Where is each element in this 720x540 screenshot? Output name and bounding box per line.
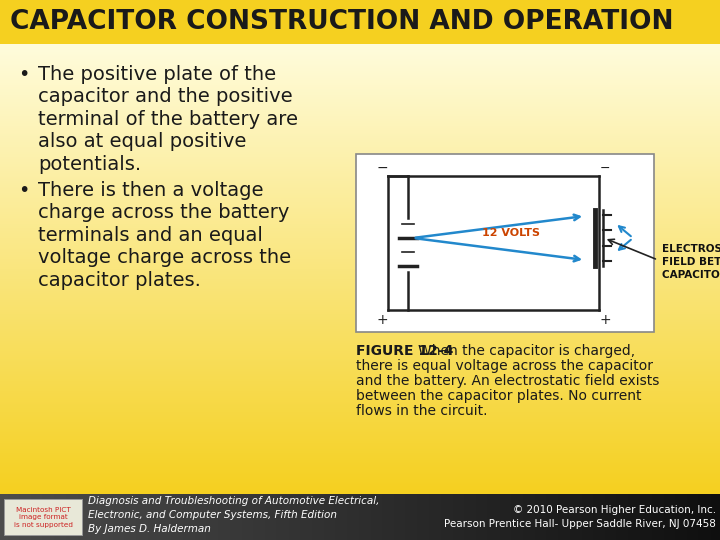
Text: Diagnosis and Troubleshooting of Automotive Electrical,
Electronic, and Computer: Diagnosis and Troubleshooting of Automot… bbox=[88, 496, 379, 534]
Text: terminals and an equal: terminals and an equal bbox=[38, 226, 263, 245]
Text: terminal of the battery are: terminal of the battery are bbox=[38, 110, 298, 129]
Text: charge across the battery: charge across the battery bbox=[38, 204, 289, 222]
Bar bbox=[0, 0, 720, 44]
Text: potentials.: potentials. bbox=[38, 154, 141, 173]
Text: there is equal voltage across the capacitor: there is equal voltage across the capaci… bbox=[356, 359, 653, 373]
Bar bbox=[356, 154, 654, 332]
Text: ELECTROSTATIC
FIELD BETWEEN
CAPACITOR PLATES: ELECTROSTATIC FIELD BETWEEN CAPACITOR PL… bbox=[662, 244, 720, 280]
Bar bbox=[4, 499, 82, 535]
Text: flows in the circuit.: flows in the circuit. bbox=[356, 404, 487, 418]
Text: There is then a voltage: There is then a voltage bbox=[38, 181, 264, 200]
Text: The positive plate of the: The positive plate of the bbox=[38, 65, 276, 84]
Text: •: • bbox=[18, 65, 30, 84]
Text: FIGURE 12-4: FIGURE 12-4 bbox=[356, 344, 458, 358]
Text: 12 VOLTS: 12 VOLTS bbox=[482, 228, 541, 238]
Text: also at equal positive: also at equal positive bbox=[38, 132, 246, 151]
Text: +: + bbox=[376, 313, 388, 327]
Text: Macintosh PICT
image format
is not supported: Macintosh PICT image format is not suppo… bbox=[14, 507, 73, 528]
Text: +: + bbox=[599, 313, 611, 327]
Text: capacitor and the positive: capacitor and the positive bbox=[38, 87, 292, 106]
Text: When the capacitor is charged,: When the capacitor is charged, bbox=[418, 344, 636, 358]
Text: © 2010 Pearson Higher Education, Inc.
Pearson Prentice Hall- Upper Saddle River,: © 2010 Pearson Higher Education, Inc. Pe… bbox=[444, 505, 716, 529]
Text: and the battery. An electrostatic field exists: and the battery. An electrostatic field … bbox=[356, 374, 660, 388]
Text: voltage charge across the: voltage charge across the bbox=[38, 248, 291, 267]
Text: capacitor plates.: capacitor plates. bbox=[38, 271, 201, 289]
Text: −: − bbox=[376, 161, 388, 175]
Text: −: − bbox=[600, 161, 611, 174]
Text: •: • bbox=[18, 181, 30, 200]
Text: between the capacitor plates. No current: between the capacitor plates. No current bbox=[356, 389, 642, 403]
Text: CAPACITOR CONSTRUCTION AND OPERATION: CAPACITOR CONSTRUCTION AND OPERATION bbox=[10, 9, 673, 35]
